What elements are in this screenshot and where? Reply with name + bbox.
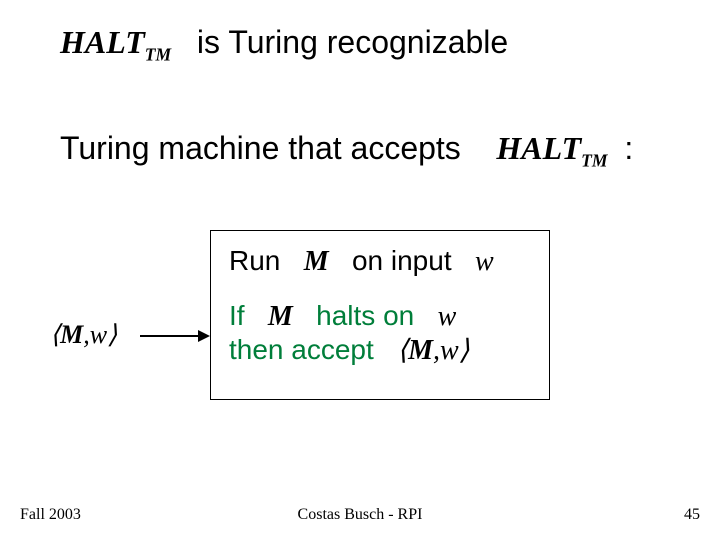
footer-center: Costas Busch - RPI	[0, 506, 720, 524]
slide: HALTTM is Turing recognizable Turing mac…	[0, 0, 720, 540]
angle-open: ⟨	[50, 320, 60, 349]
if-word: If	[229, 300, 245, 331]
run-word: Run	[229, 245, 280, 276]
var-w: w	[90, 320, 107, 349]
on-input: on input	[352, 245, 452, 276]
input-tuple: ⟨M,w⟩	[50, 320, 117, 350]
halt-label-2: HALTTM	[496, 130, 615, 166]
run-w: w	[475, 246, 494, 277]
if-m: M	[268, 301, 293, 332]
run-line: Run M on input w	[229, 245, 531, 278]
run-m: M	[304, 246, 329, 277]
colon: :	[624, 130, 633, 166]
algorithm-box: Run M on input w If M halts on w then ac…	[210, 230, 550, 400]
halt-subscript-2: TM	[581, 150, 607, 170]
t-w: w	[440, 335, 459, 366]
then-accept: then accept	[229, 334, 374, 365]
halt-subscript: TM	[145, 44, 171, 64]
angle-close: ⟩	[107, 320, 117, 349]
t-m: M	[408, 335, 433, 366]
subtitle-line: Turing machine that accepts HALTTM :	[60, 130, 633, 171]
title-rest: is Turing recognizable	[197, 24, 508, 60]
halt-main: HALT	[60, 24, 145, 60]
var-m: M	[60, 320, 83, 349]
halt-label: HALTTM	[60, 24, 179, 60]
t-comma: ,	[433, 335, 440, 366]
subtitle-text: Turing machine that accepts	[60, 130, 461, 166]
arrow-icon	[140, 322, 210, 350]
if-block: If M halts on w then accept ⟨M,w⟩	[229, 300, 531, 367]
footer-right: 45	[684, 506, 700, 524]
if-w: w	[438, 301, 457, 332]
halt-main-2: HALT	[496, 130, 581, 166]
halts-on: halts on	[316, 300, 414, 331]
title-line: HALTTM is Turing recognizable	[60, 24, 508, 65]
t-open: ⟨	[397, 335, 408, 366]
t-close: ⟩	[459, 335, 470, 366]
accept-tuple: ⟨M,w⟩	[397, 335, 469, 366]
